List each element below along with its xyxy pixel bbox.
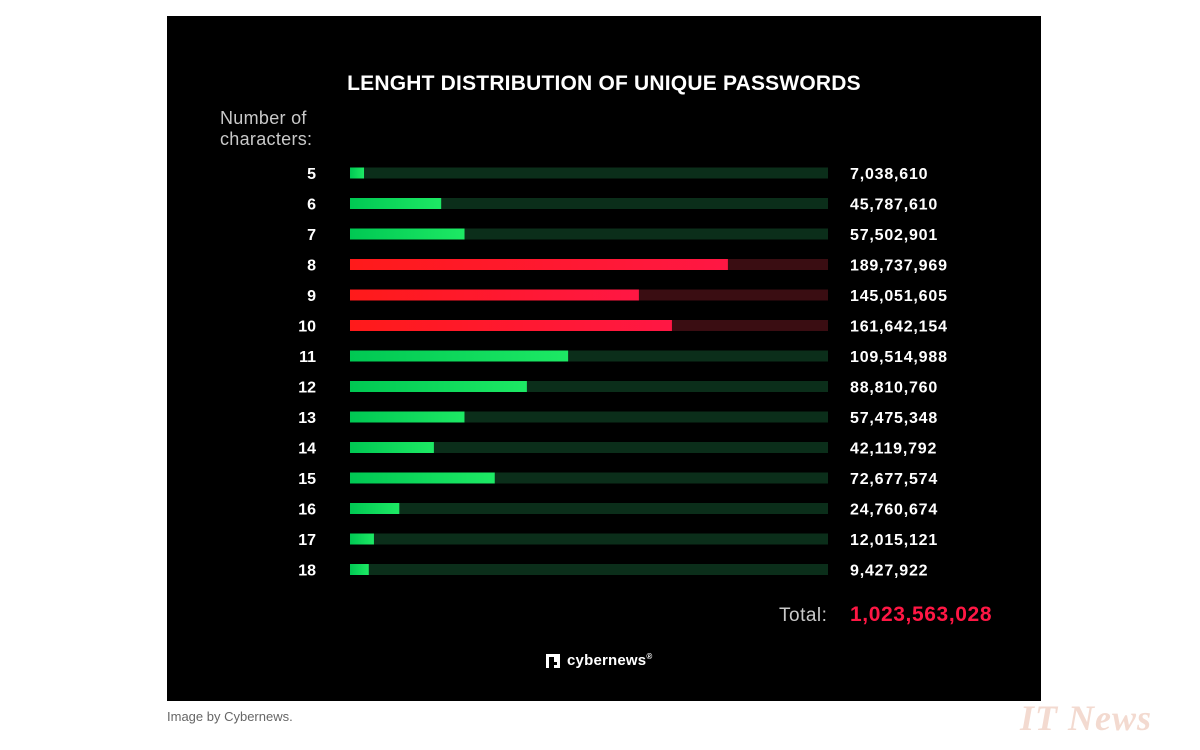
bar-9 <box>350 289 639 301</box>
bar-track-18 <box>350 564 828 575</box>
bar-8 <box>350 259 728 270</box>
value-label-14: 42,119,792 <box>850 441 937 458</box>
bar-11 <box>350 350 569 362</box>
bar-track-16 <box>350 503 828 514</box>
value-label-16: 24,760,674 <box>850 502 938 519</box>
category-label-11: 11 <box>299 349 316 366</box>
bar-track-5 <box>350 167 828 179</box>
bar-6 <box>350 198 442 209</box>
value-label-12: 88,810,760 <box>850 380 938 397</box>
value-label-17: 12,015,121 <box>850 532 938 549</box>
cybernews-logo-text: cybernews® <box>567 652 652 669</box>
category-label-18: 18 <box>298 563 316 580</box>
bars-chart: 5 7,038,610 6 45,787,610 7 57,502,901 8 189,737… <box>298 166 948 580</box>
cybernews-logo: cybernews® <box>545 652 652 669</box>
bar-14 <box>350 442 434 453</box>
bar-track-14 <box>350 442 828 453</box>
value-label-9: 145,051,605 <box>850 288 948 305</box>
chart-title: LENGHT DISTRIBUTION OF UNIQUE PASSWORDS <box>347 72 861 95</box>
brand-mark: ® <box>646 652 653 661</box>
bar-track-13 <box>350 411 828 423</box>
bar-12 <box>350 381 527 392</box>
chart-panel: LENGHT DISTRIBUTION OF UNIQUE PASSWORDS … <box>167 16 1041 701</box>
total-value: 1,023,563,028 <box>850 603 993 626</box>
value-label-18: 9,427,922 <box>850 563 928 580</box>
total-label: Total: <box>779 605 828 626</box>
cybernews-logo-icon <box>546 653 560 668</box>
image-caption: Image by Cybernews. <box>167 709 293 724</box>
bar-track-12 <box>350 381 828 392</box>
bar-track-7 <box>350 228 828 240</box>
category-label-13: 13 <box>298 410 316 427</box>
it-news-watermark: IT News <box>1020 698 1152 738</box>
category-label-16: 16 <box>298 502 316 519</box>
value-label-7: 57,502,901 <box>850 227 938 244</box>
bar-10 <box>350 320 672 331</box>
value-label-13: 57,475,348 <box>850 410 938 427</box>
value-label-15: 72,677,574 <box>850 471 938 488</box>
axis-label: Number of characters: <box>220 108 312 150</box>
bar-track-17 <box>350 533 828 545</box>
bar-track-6 <box>350 198 828 209</box>
bar-17 <box>350 533 374 545</box>
bar-18 <box>350 564 369 575</box>
bar-15 <box>350 472 495 484</box>
axis-label-line-2: characters: <box>220 129 313 149</box>
bar-16 <box>350 503 400 514</box>
value-label-5: 7,038,610 <box>850 166 928 183</box>
bar-7 <box>350 228 465 240</box>
category-label-12: 12 <box>298 380 316 397</box>
category-label-8: 8 <box>307 258 316 275</box>
brand-name: cybernews <box>567 652 647 669</box>
value-label-11: 109,514,988 <box>850 349 948 366</box>
bar-track-11 <box>350 350 828 362</box>
category-label-17: 17 <box>298 532 316 549</box>
bar-track-15 <box>350 472 828 484</box>
category-label-14: 14 <box>298 441 316 458</box>
bar-5 <box>350 167 365 179</box>
bar-13 <box>350 411 465 423</box>
category-label-7: 7 <box>307 227 316 244</box>
category-label-9: 9 <box>307 288 316 305</box>
value-label-6: 45,787,610 <box>850 197 938 214</box>
category-label-5: 5 <box>307 166 316 183</box>
value-label-8: 189,737,969 <box>850 258 948 275</box>
category-label-6: 6 <box>307 197 316 214</box>
value-label-10: 161,642,154 <box>850 319 948 336</box>
axis-label-line-1: Number of <box>220 108 307 128</box>
category-label-15: 15 <box>298 471 316 488</box>
category-label-10: 10 <box>298 319 316 336</box>
